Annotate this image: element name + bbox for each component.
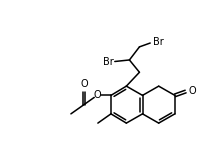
Text: Br: Br bbox=[153, 37, 163, 47]
Text: O: O bbox=[80, 79, 88, 89]
Text: Br: Br bbox=[103, 57, 113, 67]
Text: O: O bbox=[93, 90, 101, 100]
Text: O: O bbox=[189, 86, 196, 96]
